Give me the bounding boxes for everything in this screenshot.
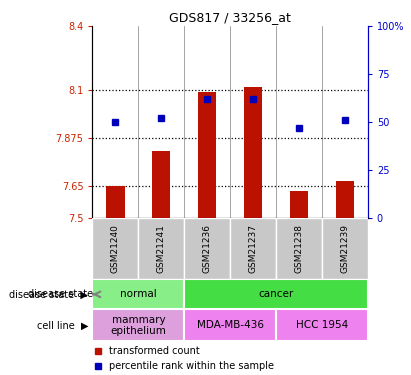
Bar <box>184 217 230 279</box>
Text: percentile rank within the sample: percentile rank within the sample <box>109 360 274 370</box>
Text: cancer: cancer <box>259 290 294 299</box>
Text: disease state: disease state <box>28 290 93 299</box>
Text: normal: normal <box>120 290 157 299</box>
Bar <box>244 87 262 218</box>
Bar <box>276 309 368 341</box>
Text: GSM21238: GSM21238 <box>295 224 303 273</box>
Text: MDA-MB-436: MDA-MB-436 <box>196 320 264 330</box>
Bar <box>276 217 322 279</box>
Text: cell line  ▶: cell line ▶ <box>37 320 88 330</box>
Bar <box>152 151 171 217</box>
Bar <box>230 217 276 279</box>
Bar <box>198 92 216 218</box>
Title: GDS817 / 33256_at: GDS817 / 33256_at <box>169 11 291 24</box>
Bar <box>92 279 184 309</box>
Bar <box>184 279 368 309</box>
Text: HCC 1954: HCC 1954 <box>296 320 348 330</box>
Bar <box>92 217 139 279</box>
Text: disease state  ▶: disease state ▶ <box>9 290 88 299</box>
Text: transformed count: transformed count <box>109 346 200 356</box>
Text: GSM21240: GSM21240 <box>111 224 120 273</box>
Bar <box>184 309 276 341</box>
Bar <box>290 191 308 217</box>
Bar <box>106 186 125 218</box>
Text: GSM21239: GSM21239 <box>340 224 349 273</box>
Bar <box>322 217 368 279</box>
Text: GSM21237: GSM21237 <box>249 224 258 273</box>
Bar <box>139 217 184 279</box>
Bar <box>336 182 354 218</box>
Text: GSM21241: GSM21241 <box>157 224 166 273</box>
Text: GSM21236: GSM21236 <box>203 224 212 273</box>
Text: mammary
epithelium: mammary epithelium <box>111 315 166 336</box>
Bar <box>92 309 184 341</box>
